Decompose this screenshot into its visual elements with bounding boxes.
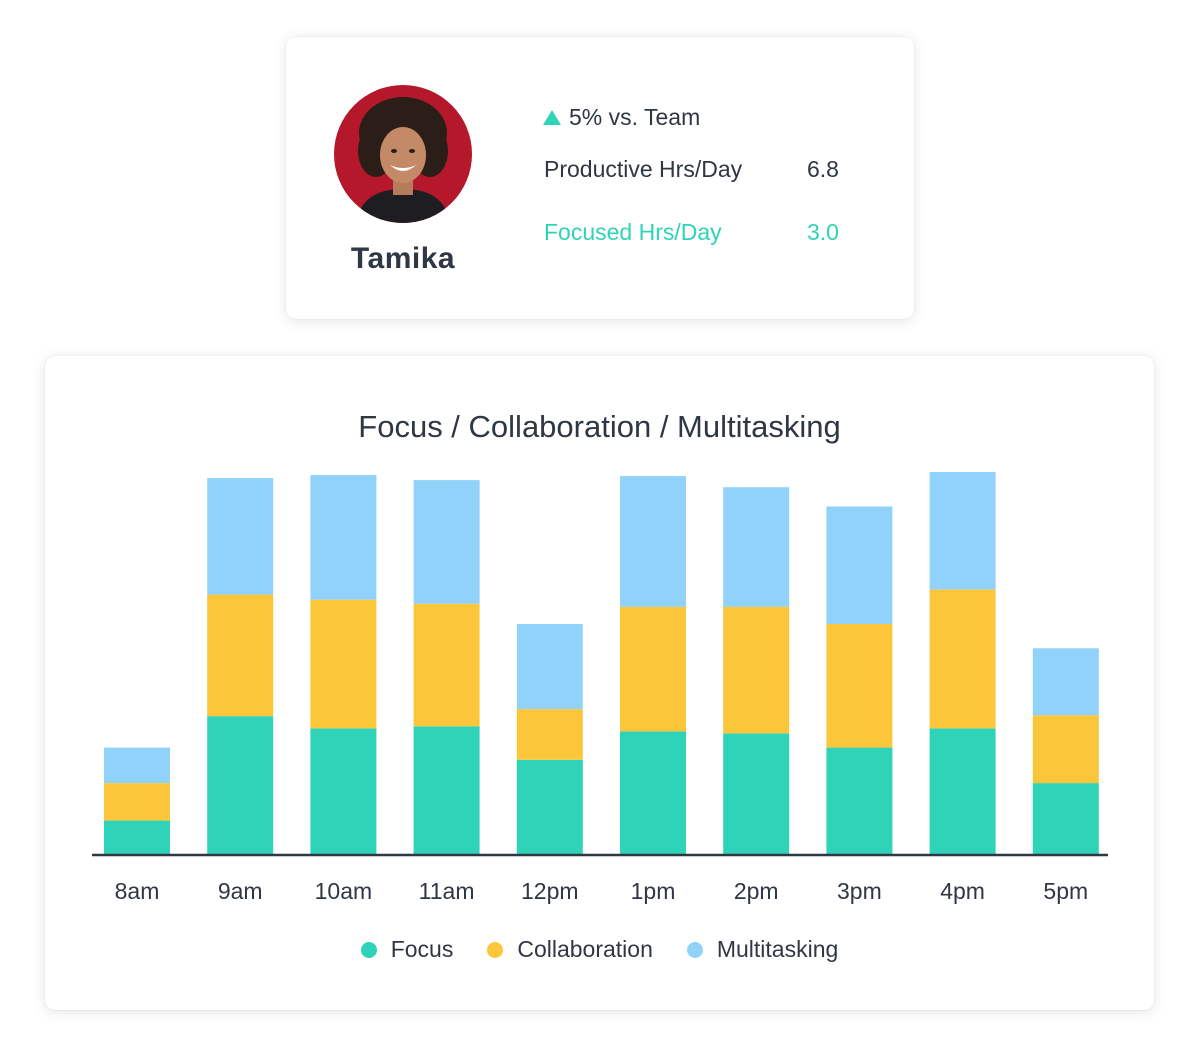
bar-multitasking-10am xyxy=(310,475,377,600)
x-tick-label: 1pm xyxy=(631,878,676,904)
bar-collaboration-1pm xyxy=(620,606,686,732)
bar-collaboration-4pm xyxy=(929,589,996,729)
legend-label: Multitasking xyxy=(716,936,839,962)
bar-focus-3pm xyxy=(826,747,893,855)
metric-value: 6.8 xyxy=(807,156,839,182)
bar-multitasking-5pm xyxy=(1032,648,1099,716)
legend-dot-icon xyxy=(360,941,377,958)
avatar xyxy=(334,85,472,223)
bar-focus-9am xyxy=(207,716,274,855)
chart-legend: Focus Collaboration Multitasking xyxy=(45,936,1154,963)
metric-label: Focused Hrs/Day xyxy=(544,219,722,245)
bar-multitasking-8am xyxy=(104,747,170,784)
chart-title: Focus / Collaboration / Multitasking xyxy=(358,409,841,444)
profile-name: Tamika xyxy=(350,242,456,275)
bar-focus-8am xyxy=(104,820,170,855)
x-tick-label: 3pm xyxy=(837,878,882,904)
bar-multitasking-4pm xyxy=(929,472,996,590)
bar-multitasking-3pm xyxy=(826,506,893,624)
bar-multitasking-11am xyxy=(413,480,480,604)
trend-text: 5% vs. Team xyxy=(569,103,701,130)
bar-focus-4pm xyxy=(929,728,996,855)
bar-focus-1pm xyxy=(620,731,686,855)
bar-focus-5pm xyxy=(1032,783,1099,855)
bar-focus-10am xyxy=(310,728,377,855)
legend-item-collaboration: Collaboration xyxy=(487,936,653,963)
x-tick-label: 8am xyxy=(115,878,160,904)
x-tick-label: 5pm xyxy=(1043,878,1088,904)
profile-card: Tamika 5% vs. Team Productive Hrs/Day 6.… xyxy=(286,37,914,319)
bar-collaboration-11am xyxy=(413,603,480,727)
legend-dot-icon xyxy=(487,941,504,958)
bar-collaboration-10am xyxy=(310,599,377,729)
stacked-bar-chart: 8am 9am 10am 11am 12pm 1pm 2pm 3pm 4pm 5pm xyxy=(92,472,1108,904)
bar-collaboration-12pm xyxy=(516,709,583,760)
legend-label: Focus xyxy=(390,936,454,962)
chart-card: 8am 9am 10am 11am 12pm 1pm 2pm 3pm 4pm 5pm Focus … xyxy=(45,356,1154,1010)
bar-collaboration-9am xyxy=(207,594,274,717)
trend-up-icon xyxy=(543,109,561,125)
avatar-portrait xyxy=(334,85,472,223)
bar-collaboration-2pm xyxy=(723,606,790,734)
x-tick-label: 10am xyxy=(315,878,373,904)
x-tick-label: 12pm xyxy=(521,878,579,904)
metric-label: Productive Hrs/Day xyxy=(544,156,743,182)
x-tick-label: 9am xyxy=(218,878,263,904)
x-tick-label: 4pm xyxy=(940,878,985,904)
legend-dot-icon xyxy=(686,941,703,958)
bar-focus-2pm xyxy=(723,733,790,855)
x-tick-label: 11am xyxy=(419,878,475,904)
legend-label: Collaboration xyxy=(517,936,653,962)
bar-multitasking-2pm xyxy=(723,487,790,607)
bar-focus-11am xyxy=(413,726,480,855)
bar-multitasking-9am xyxy=(207,478,274,595)
bar-collaboration-3pm xyxy=(826,624,893,748)
bar-multitasking-1pm xyxy=(620,476,686,607)
bar-collaboration-5pm xyxy=(1032,715,1099,784)
legend-item-focus: Focus xyxy=(360,936,454,963)
bar-multitasking-12pm xyxy=(516,624,583,710)
x-tick-label: 2pm xyxy=(734,878,779,904)
legend-item-multitasking: Multitasking xyxy=(686,936,839,963)
metric-value: 3.0 xyxy=(807,219,839,245)
bar-collaboration-8am xyxy=(104,783,170,821)
trend-indicator: 5% vs. Team xyxy=(543,102,700,132)
bar-focus-12pm xyxy=(516,759,583,855)
